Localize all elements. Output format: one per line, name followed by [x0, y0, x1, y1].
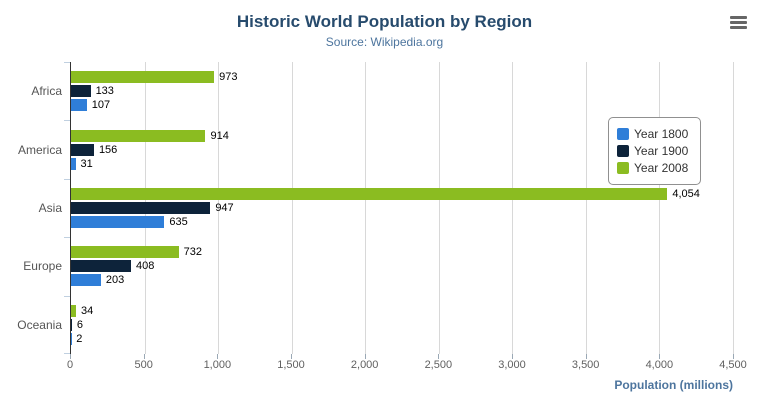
category-label: Africa: [31, 84, 62, 99]
tick-mark: [364, 354, 366, 359]
tick-mark: [291, 354, 292, 359]
x-tick-label: 1,000: [203, 359, 232, 371]
bar-value-label: 4,054: [672, 188, 700, 200]
category-tick-mark: [64, 120, 70, 122]
legend-item[interactable]: Year 1900: [617, 144, 688, 158]
category-label: Asia: [38, 201, 62, 215]
bar[interactable]: [71, 216, 165, 228]
grid-line: [512, 62, 514, 354]
bar[interactable]: [71, 274, 101, 287]
hamburger-line: [730, 16, 747, 19]
tick-mark: [143, 354, 145, 359]
tick-mark: [438, 354, 440, 359]
x-axis-title: Population (millions): [614, 378, 733, 392]
grid-line: [365, 62, 367, 354]
tick-mark: [585, 354, 587, 359]
tick-mark: [733, 354, 734, 359]
x-tick-label: 3,500: [571, 359, 600, 371]
bar[interactable]: [71, 99, 87, 112]
plot-area: 973 133 107 914 156 31 4,054 947 635 732 408 203 34 6…: [70, 62, 734, 354]
bar-value-label: 408: [136, 260, 155, 273]
legend-swatch: [617, 145, 629, 157]
grid-line: [291, 62, 293, 354]
legend-swatch: [617, 128, 629, 140]
hamburger-line: [730, 26, 747, 29]
category-tick-mark: [64, 178, 70, 180]
category-tick-mark: [64, 295, 70, 297]
x-tick-label: 3,000: [498, 359, 526, 371]
legend-label: Year 1800: [634, 127, 689, 141]
bar-value-label: 31: [80, 157, 93, 170]
x-tick-label: 2,000: [350, 359, 379, 371]
x-tick-label: 500: [134, 359, 153, 371]
category-tick-mark: [64, 62, 70, 63]
bar-value-label: 107: [91, 99, 111, 112]
category-label: Oceania: [17, 317, 62, 332]
hamburger-line: [730, 21, 747, 24]
bar-value-label: 973: [219, 71, 238, 84]
bar-value-label: 2: [76, 332, 83, 345]
bar-value-label: 635: [169, 216, 188, 228]
grid-line: [438, 62, 440, 354]
legend: Year 1800 Year 1900 Year 2008: [608, 117, 702, 185]
x-tick-label: 4,500: [719, 359, 747, 371]
bar[interactable]: [71, 332, 72, 345]
legend-label: Year 1900: [634, 144, 689, 158]
tick-mark: [217, 354, 219, 359]
category-label: America: [17, 142, 62, 157]
bar[interactable]: [71, 318, 72, 331]
bar-value-label: 34: [81, 304, 94, 317]
category-tick-mark: [64, 237, 70, 239]
category-tick-mark: [64, 353, 70, 354]
bar-value-label: 133: [95, 85, 114, 98]
grid-line: [218, 62, 220, 354]
bar-value-label: 732: [183, 246, 203, 259]
category-axis: Africa America Asia Europe Oceania: [0, 62, 62, 354]
bar[interactable]: [71, 143, 94, 156]
bar[interactable]: [71, 304, 76, 317]
legend-swatch: [617, 162, 629, 174]
x-tick-label: 4,000: [645, 359, 674, 371]
category-label: Europe: [23, 259, 62, 274]
legend-item[interactable]: Year 1800: [617, 127, 688, 141]
bar[interactable]: [71, 71, 215, 84]
hamburger-menu-icon[interactable]: [730, 16, 747, 31]
legend-label: Year 2008: [634, 161, 689, 175]
grid-line: [659, 62, 661, 354]
bar-value-label: 947: [215, 202, 234, 214]
chart-subtitle: Source: Wikipedia.org: [325, 35, 444, 49]
bar[interactable]: [71, 188, 668, 200]
chart-title: Historic World Population by Region: [236, 12, 533, 31]
bar[interactable]: [71, 129, 206, 142]
bar-value-label: 156: [98, 143, 118, 156]
grid-line: [733, 62, 734, 354]
tick-mark: [70, 354, 71, 359]
bar[interactable]: [71, 246, 179, 259]
bar-value-label: 203: [105, 274, 125, 287]
bar-value-label: 914: [210, 129, 229, 142]
x-tick-label: 1,500: [277, 359, 305, 371]
x-axis-labels: 0 500 1,000 1,500 2,000 2,500 3,000 3,500 4,000 4…: [66, 359, 747, 373]
tick-mark: [512, 354, 513, 359]
x-axis-ticks: [70, 354, 734, 359]
grid-line: [585, 62, 587, 354]
x-tick-label: 0: [66, 359, 74, 371]
bar[interactable]: [71, 157, 76, 170]
bar[interactable]: [71, 202, 211, 214]
x-tick-label: 2,500: [424, 359, 453, 371]
bar[interactable]: [71, 260, 132, 273]
bar-value-label: 6: [76, 318, 83, 331]
bar[interactable]: [71, 85, 91, 98]
tick-mark: [659, 354, 661, 359]
legend-item[interactable]: Year 2008: [617, 161, 688, 175]
